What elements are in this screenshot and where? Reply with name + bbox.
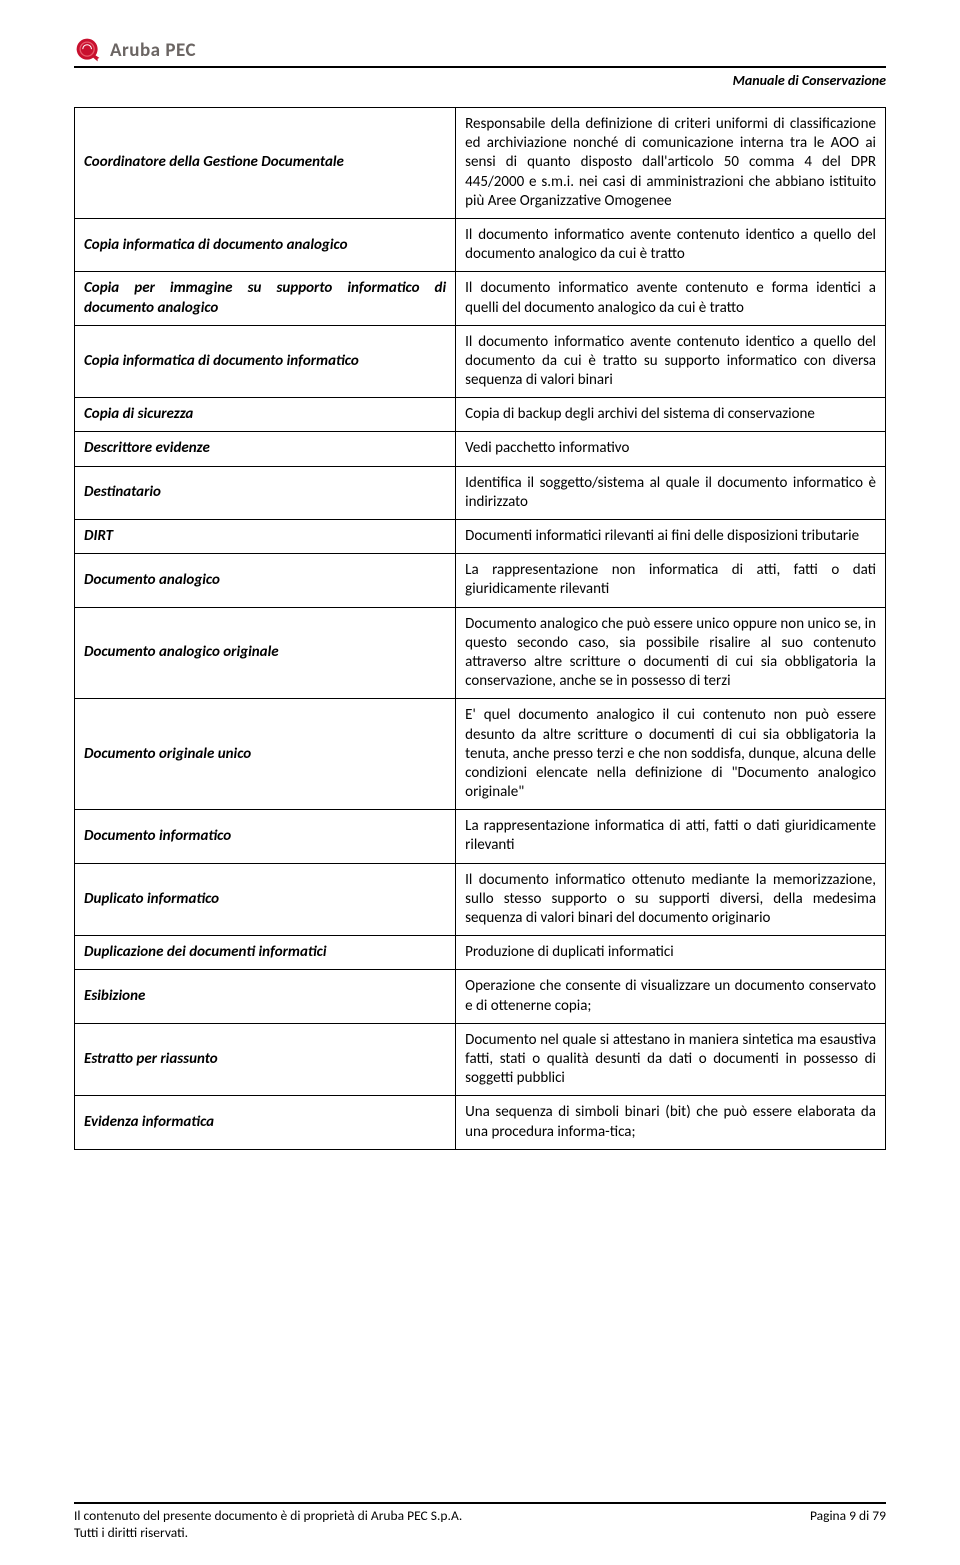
brand-name: Aruba PEC: [110, 39, 196, 62]
term-cell: Destinatario: [75, 466, 456, 519]
definition-cell: Vedi pacchetto informativo: [456, 432, 886, 466]
term-cell: Copia informatica di documento analogico: [75, 218, 456, 271]
term-cell: Evidenza informatica: [75, 1096, 456, 1149]
term-cell: Duplicato informatico: [75, 863, 456, 936]
table-row: Descrittore evidenzeVedi pacchetto infor…: [75, 432, 886, 466]
term-cell: Duplicazione dei documenti informatici: [75, 936, 456, 970]
table-row: Copia informatica di documento informati…: [75, 325, 886, 398]
table-row: Coordinatore della Gestione DocumentaleR…: [75, 108, 886, 219]
table-row: EsibizioneOperazione che consente di vis…: [75, 970, 886, 1023]
table-row: Documento originale unicoE' quel documen…: [75, 699, 886, 810]
table-row: Documento analogico originaleDocumento a…: [75, 607, 886, 699]
definition-cell: Il documento informatico avente contenut…: [456, 325, 886, 398]
definition-cell: Documento analogico che può essere unico…: [456, 607, 886, 699]
document-title: Manuale di Conservazione: [74, 72, 886, 89]
page-footer: Il contenuto del presente documento è di…: [74, 1502, 886, 1541]
table-row: Copia informatica di documento analogico…: [75, 218, 886, 271]
definition-cell: La rappresentazione informatica di atti,…: [456, 810, 886, 863]
term-cell: Documento originale unico: [75, 699, 456, 810]
table-row: DestinatarioIdentifica il soggetto/siste…: [75, 466, 886, 519]
definition-cell: Copia di backup degli archivi del sistem…: [456, 398, 886, 432]
footer-page-number: Pagina 9 di 79: [810, 1507, 886, 1541]
definition-cell: Operazione che consente di visualizzare …: [456, 970, 886, 1023]
term-cell: Estratto per riassunto: [75, 1023, 456, 1096]
table-row: Copia di sicurezzaCopia di backup degli …: [75, 398, 886, 432]
definition-cell: Identifica il soggetto/sistema al quale …: [456, 466, 886, 519]
table-row: Documento analogicoLa rappresentazione n…: [75, 554, 886, 607]
definition-cell: Responsabile della definizione di criter…: [456, 108, 886, 219]
term-cell: DIRT: [75, 520, 456, 554]
table-row: Copia per immagine su supporto informati…: [75, 272, 886, 325]
definition-cell: Il documento informatico avente contenut…: [456, 218, 886, 271]
footer-divider: [74, 1502, 886, 1504]
definition-cell: Documenti informatici rilevanti ai fini …: [456, 520, 886, 554]
page: Aruba PEC Manuale di Conservazione Coord…: [0, 0, 960, 1565]
definition-cell: Il documento informatico ottenuto median…: [456, 863, 886, 936]
footer-left: Il contenuto del presente documento è di…: [74, 1507, 462, 1541]
logo-wax-seal-icon: [74, 36, 102, 64]
definition-cell: Il documento informatico avente contenut…: [456, 272, 886, 325]
footer-row: Il contenuto del presente documento è di…: [74, 1507, 886, 1541]
term-cell: Documento analogico originale: [75, 607, 456, 699]
footer-line1: Il contenuto del presente documento è di…: [74, 1507, 462, 1524]
table-row: Evidenza informaticaUna sequenza di simb…: [75, 1096, 886, 1149]
table-row: Duplicazione dei documenti informaticiPr…: [75, 936, 886, 970]
term-cell: Descrittore evidenze: [75, 432, 456, 466]
table-row: Estratto per riassuntoDocumento nel qual…: [75, 1023, 886, 1096]
brand-main: Aruba: [110, 39, 161, 62]
term-cell: Coordinatore della Gestione Documentale: [75, 108, 456, 219]
footer-line2: Tutti i diritti riservati.: [74, 1524, 188, 1541]
definition-cell: Documento nel quale si attestano in mani…: [456, 1023, 886, 1096]
table-row: DIRTDocumenti informatici rilevanti ai f…: [75, 520, 886, 554]
definition-cell: Produzione di duplicati informatici: [456, 936, 886, 970]
table-row: Duplicato informaticoIl documento inform…: [75, 863, 886, 936]
table-row: Documento informaticoLa rappresentazione…: [75, 810, 886, 863]
term-cell: Copia informatica di documento informati…: [75, 325, 456, 398]
term-cell: Copia di sicurezza: [75, 398, 456, 432]
definition-cell: Una sequenza di simboli binari (bit) che…: [456, 1096, 886, 1149]
term-cell: Copia per immagine su supporto informati…: [75, 272, 456, 325]
term-cell: Esibizione: [75, 970, 456, 1023]
header-divider: [74, 66, 886, 68]
definition-cell: La rappresentazione non informatica di a…: [456, 554, 886, 607]
definitions-table: Coordinatore della Gestione DocumentaleR…: [74, 107, 886, 1150]
term-cell: Documento analogico: [75, 554, 456, 607]
header-bar: Aruba PEC: [74, 36, 886, 64]
definition-cell: E' quel documento analogico il cui conte…: [456, 699, 886, 810]
brand-suffix-text: PEC: [165, 39, 196, 62]
definitions-tbody: Coordinatore della Gestione DocumentaleR…: [75, 108, 886, 1150]
term-cell: Documento informatico: [75, 810, 456, 863]
